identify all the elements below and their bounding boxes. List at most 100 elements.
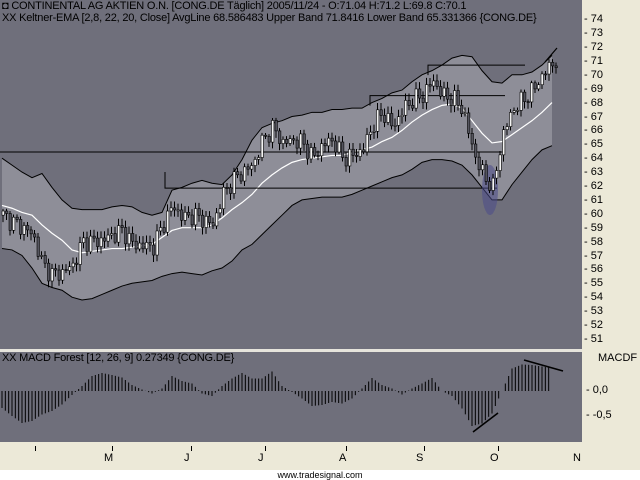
candle — [442, 87, 446, 97]
candle — [236, 171, 240, 176]
candle — [404, 100, 408, 116]
candle — [505, 126, 509, 130]
candle — [82, 237, 86, 243]
candle — [428, 84, 432, 87]
candle — [152, 244, 156, 256]
candle — [22, 225, 26, 235]
lower-band-line — [1, 145, 553, 301]
date-tick — [35, 446, 36, 451]
candle — [278, 130, 282, 144]
price-tick-label: - 66 — [584, 124, 603, 137]
candle — [281, 139, 285, 144]
price-tick-label: - 54 — [584, 291, 603, 304]
candle — [393, 125, 397, 127]
candle — [435, 80, 439, 87]
candle — [110, 233, 114, 236]
price-chart-svg — [0, 47, 558, 301]
month-label: S — [416, 452, 424, 464]
candle — [47, 262, 51, 282]
candle — [176, 209, 180, 212]
candle — [411, 105, 415, 109]
candle — [526, 101, 530, 103]
price-tick-label: - 67 — [584, 110, 603, 123]
candle — [138, 242, 142, 250]
month-label: O — [490, 452, 499, 464]
candle — [540, 73, 544, 86]
price-tick-label: - 74 — [584, 13, 603, 26]
candle — [519, 91, 523, 111]
candle — [481, 164, 485, 171]
candle — [222, 186, 226, 210]
candle — [124, 227, 128, 245]
candle — [85, 237, 89, 253]
price-tick-label: - 60 — [584, 207, 603, 220]
candle — [148, 242, 152, 246]
candle — [211, 222, 215, 227]
candle — [232, 171, 236, 194]
candle — [488, 181, 492, 191]
candle — [267, 136, 271, 143]
candle — [26, 225, 30, 231]
date-tick — [191, 446, 192, 451]
candle — [509, 112, 513, 127]
candle — [516, 110, 520, 112]
candle — [362, 149, 366, 153]
candle — [302, 133, 306, 145]
price-tick-label: - 59 — [584, 221, 603, 234]
candle — [341, 141, 345, 158]
macd-panel[interactable] — [0, 352, 582, 442]
trendline — [544, 47, 558, 63]
candle — [463, 112, 467, 115]
candle — [365, 134, 369, 153]
candle — [113, 233, 117, 243]
macd-trendline — [472, 412, 499, 433]
candle — [8, 213, 12, 231]
candle — [537, 84, 541, 90]
candle — [75, 262, 79, 265]
candle — [57, 269, 61, 281]
candle — [323, 143, 327, 147]
month-label: N — [573, 452, 581, 464]
price-tick-label: - 72 — [584, 41, 603, 53]
date-tick — [424, 446, 425, 451]
price-tick-label: - 65 — [584, 138, 603, 151]
candle — [96, 237, 100, 247]
candle — [348, 148, 352, 167]
candle — [512, 110, 516, 113]
candle — [467, 112, 471, 134]
candle — [239, 174, 243, 182]
candle — [306, 143, 310, 160]
candle — [159, 227, 163, 232]
candle — [1, 210, 5, 216]
candle — [334, 140, 338, 153]
price-tick-label: - 58 — [584, 235, 603, 248]
candle — [197, 208, 201, 216]
candle — [106, 234, 110, 242]
candle — [225, 186, 229, 189]
candle — [344, 157, 348, 167]
price-chart-panel[interactable] — [0, 0, 582, 349]
candle — [173, 207, 177, 211]
candle — [376, 109, 380, 132]
candle — [127, 233, 131, 245]
candle — [386, 113, 390, 123]
candle — [292, 138, 296, 141]
candle — [379, 109, 383, 116]
candle — [309, 147, 313, 160]
candle — [313, 147, 317, 156]
candle — [358, 149, 362, 157]
keltner-band-fill — [2, 55, 552, 300]
candle — [54, 268, 58, 271]
price-tick-label: - 73 — [584, 27, 603, 40]
chart-title: ◘ CONTINENTAL AG AKTIEN O.N. [CONG.DE Tä… — [2, 0, 466, 12]
resistance-line — [369, 95, 505, 106]
candle — [40, 255, 44, 257]
panel-divider[interactable] — [0, 349, 582, 352]
candle — [120, 225, 124, 228]
macd-svg — [1, 359, 564, 433]
candle — [400, 114, 404, 118]
candle — [183, 211, 187, 221]
candle — [218, 208, 222, 214]
candle — [215, 212, 219, 227]
candle — [145, 242, 149, 250]
